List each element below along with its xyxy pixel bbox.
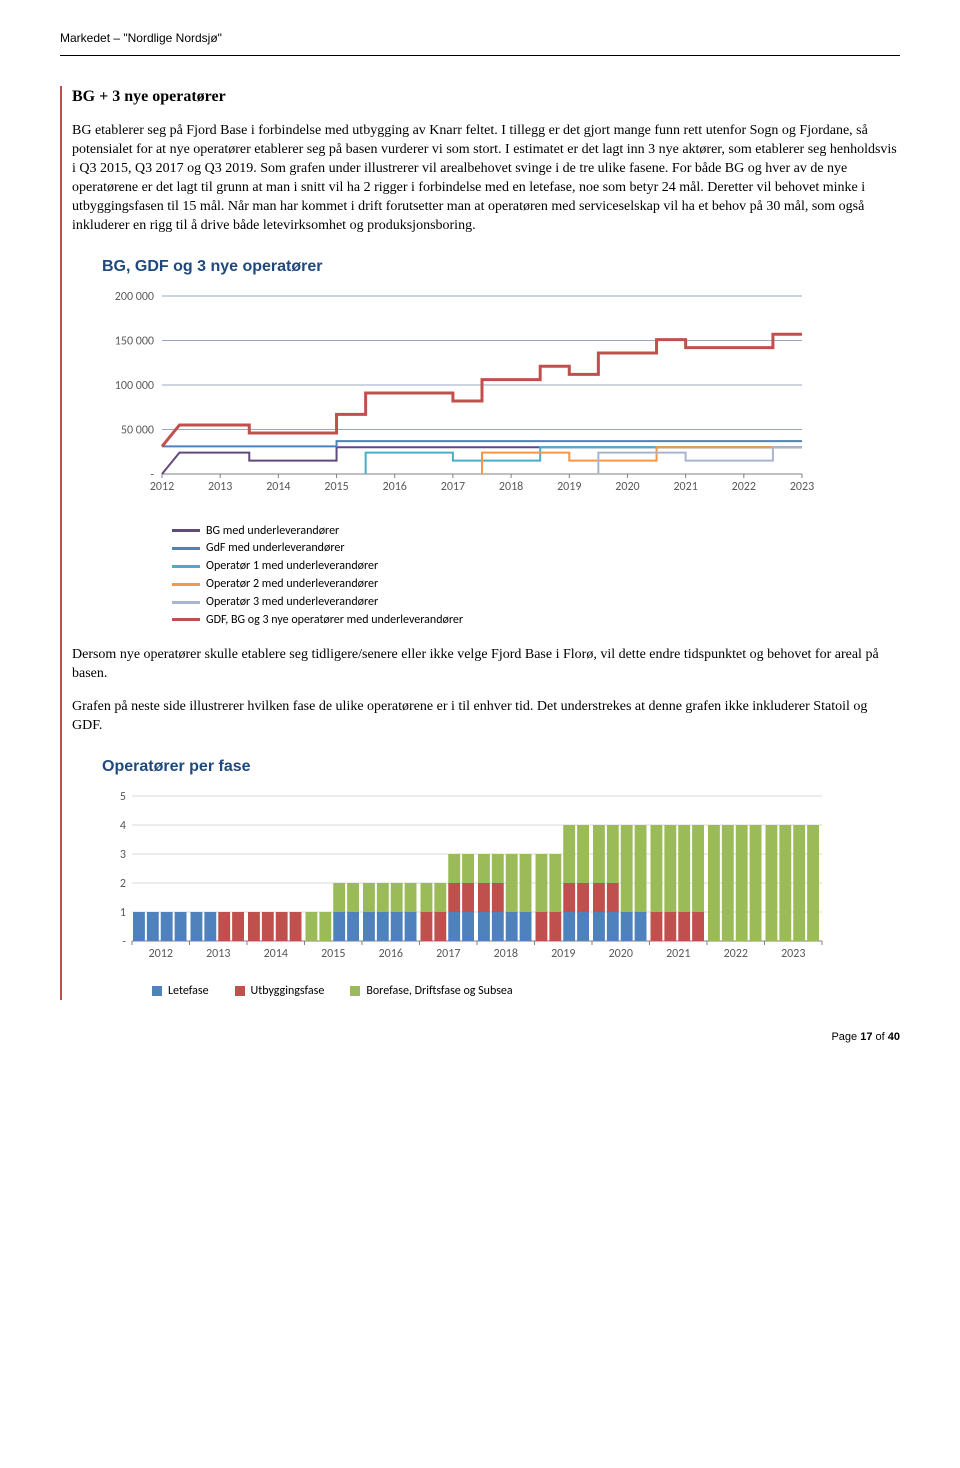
chart2-title: Operatører per fase [102, 756, 900, 778]
svg-text:2021: 2021 [666, 947, 690, 961]
svg-text:2013: 2013 [208, 480, 232, 494]
chart1-title: BG, GDF og 3 nye operatører [102, 256, 900, 278]
svg-text:2020: 2020 [609, 947, 633, 961]
page-footer: Page 17 of 40 [60, 1030, 900, 1045]
legend-item: Borefase, Driftsfase og Subsea [350, 983, 512, 1000]
svg-text:2018: 2018 [494, 947, 518, 961]
paragraph-2: Dersom nye operatører skulle etablere se… [72, 646, 900, 684]
footer-prefix: Page [831, 1031, 860, 1043]
svg-text:2018: 2018 [499, 480, 523, 494]
legend-item: Operatør 2 med underleverandører [172, 576, 900, 593]
svg-text:2015: 2015 [324, 480, 348, 494]
chart2-svg: 5 4 3 2 1 - 2012 2013 2014 2015 2016 2017 2018 2019 20… [102, 786, 842, 966]
svg-text:2021: 2021 [673, 480, 697, 494]
svg-text:1: 1 [120, 906, 126, 920]
page-header: Markedet – "Nordlige Nordsjø" [60, 30, 900, 47]
svg-text:2022: 2022 [724, 947, 748, 961]
svg-text:2023: 2023 [781, 947, 805, 961]
svg-text:5: 5 [120, 790, 126, 804]
svg-text:2012: 2012 [149, 947, 173, 961]
content-left-border: BG + 3 nye operatører BG etablerer seg p… [60, 86, 900, 1000]
svg-text:2012: 2012 [150, 480, 174, 494]
footer-page: 17 [860, 1031, 872, 1043]
svg-text:3: 3 [120, 848, 126, 862]
svg-text:2013: 2013 [206, 947, 230, 961]
legend-item: Operatør 3 med underleverandører [172, 594, 900, 611]
legend-item: Operatør 1 med underleverandører [172, 558, 900, 575]
svg-text:150 000: 150 000 [115, 334, 154, 348]
legend-item: Utbyggingsfase [235, 983, 325, 1000]
legend-item: Letefase [152, 983, 209, 1000]
svg-text:100 000: 100 000 [115, 379, 154, 393]
chart2-legend: Letefase Utbyggingsfase Borefase, Driftsfa… [152, 983, 900, 1000]
svg-text:2017: 2017 [441, 480, 465, 494]
svg-text:2023: 2023 [790, 480, 814, 494]
svg-text:2014: 2014 [264, 947, 288, 961]
svg-text:2016: 2016 [383, 480, 407, 494]
legend-item: GdF med underleverandører [172, 540, 900, 557]
svg-text:-: - [122, 935, 126, 949]
svg-text:2: 2 [120, 877, 126, 891]
svg-text:2015: 2015 [321, 947, 345, 961]
paragraph-3: Grafen på neste side illustrerer hvilken… [72, 698, 900, 736]
svg-text:2014: 2014 [266, 480, 290, 494]
svg-text:200 000: 200 000 [115, 290, 154, 304]
chart1-legend: BG med underleverandørerGdF med underlev… [172, 523, 900, 629]
svg-text:2019: 2019 [551, 947, 575, 961]
chart2-container: 5 4 3 2 1 - 2012 2013 2014 2015 2016 2017 2018 2019 20… [102, 786, 900, 973]
footer-total: 40 [888, 1031, 900, 1043]
svg-text:50 000: 50 000 [121, 423, 154, 437]
footer-of: of [872, 1031, 887, 1043]
legend-item: BG med underleverandører [172, 523, 900, 540]
section-heading: BG + 3 nye operatører [72, 86, 900, 108]
svg-text:2020: 2020 [615, 480, 639, 494]
paragraph-1: BG etablerer seg på Fjord Base i forbind… [72, 122, 900, 235]
chart1-svg: 200 000150 000100 00050 000-201220132014… [102, 286, 822, 506]
svg-text:2017: 2017 [436, 947, 460, 961]
header-rule [60, 55, 900, 56]
svg-text:2016: 2016 [379, 947, 403, 961]
svg-text:2022: 2022 [732, 480, 756, 494]
legend-item: GDF, BG og 3 nye operatører med underlev… [172, 612, 900, 629]
svg-text:2019: 2019 [557, 480, 581, 494]
svg-text:4: 4 [120, 819, 126, 833]
chart1-container: 200 000150 000100 00050 000-201220132014… [102, 286, 900, 513]
